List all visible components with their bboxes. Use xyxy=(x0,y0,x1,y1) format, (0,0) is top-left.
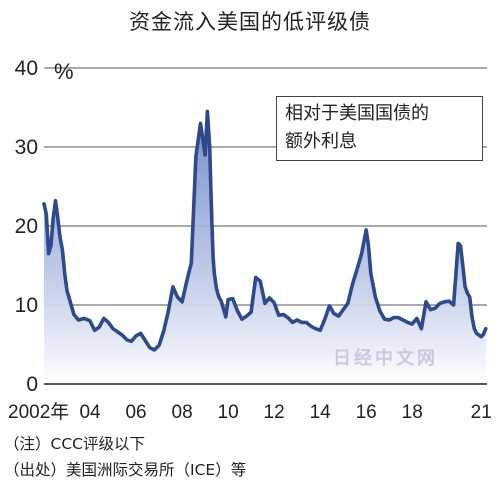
y-tick-label-10: 10 xyxy=(15,294,38,317)
y-tick-label-0: 0 xyxy=(26,373,38,396)
x-tick-label-21: 21 xyxy=(471,402,492,423)
watermark: 日经中文网 xyxy=(333,348,438,369)
legend-line-2: 额外利息 xyxy=(285,131,357,152)
x-tick-labels: 2002年 04 06 08 10 12 14 16 18 21 xyxy=(8,401,492,423)
y-unit-label: % xyxy=(54,59,74,84)
x-tick-label-04: 04 xyxy=(79,402,101,423)
x-tick-label-12: 12 xyxy=(264,402,285,423)
chart-title: 资金流入美国的低评级债 xyxy=(129,10,371,34)
y-tick-label-40: 40 xyxy=(15,57,38,80)
y-tick-labels: 0 10 20 30 40 xyxy=(15,57,38,396)
note-source: （出处）美国洲际交易所（ICE）等 xyxy=(4,461,247,479)
x-tick-label-18: 18 xyxy=(402,402,423,423)
legend-box: 相对于美国国债的 额外利息 xyxy=(276,96,483,161)
x-tick-label-08: 08 xyxy=(172,402,193,423)
series-line xyxy=(42,109,488,352)
series-area xyxy=(44,111,486,385)
x-tick-label-06: 06 xyxy=(125,402,146,423)
legend-line-1: 相对于美国国债的 xyxy=(285,103,429,124)
x-tick-label-2002年: 2002年 xyxy=(8,401,69,423)
note-rating: （注）CCC评级以下 xyxy=(4,435,145,453)
x-tick-label-10: 10 xyxy=(218,402,239,423)
x-tick-label-16: 16 xyxy=(356,402,377,423)
y-tick-label-30: 30 xyxy=(15,136,38,159)
y-tick-label-20: 20 xyxy=(15,215,38,238)
x-tick-label-14: 14 xyxy=(310,402,332,423)
